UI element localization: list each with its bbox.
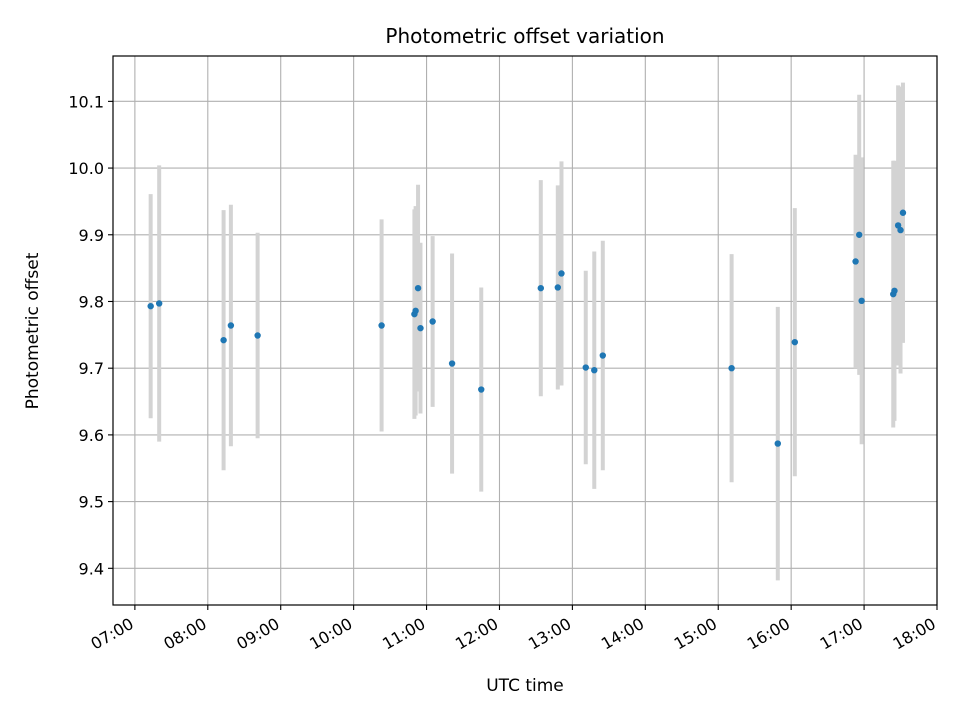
data-point — [478, 386, 485, 393]
data-points — [147, 209, 907, 447]
x-axis-title: UTC time — [486, 676, 564, 696]
y-axis-title: Photometric offset — [23, 252, 43, 409]
data-point — [582, 364, 589, 371]
data-point — [774, 440, 781, 447]
data-point — [448, 360, 456, 367]
data-point — [897, 226, 904, 234]
data-point — [378, 322, 385, 329]
data-point — [599, 352, 606, 359]
data-point — [856, 231, 863, 238]
data-point — [554, 284, 562, 291]
data-point — [147, 302, 154, 310]
y-tick-label: 9.9 — [79, 226, 104, 245]
data-point — [891, 287, 898, 295]
y-tick-label: 9.5 — [79, 493, 104, 512]
chart-title: Photometric offset variation — [385, 24, 664, 48]
data-point — [412, 307, 419, 315]
data-point — [417, 324, 424, 332]
y-tick-label: 9.7 — [79, 359, 104, 378]
data-point — [791, 338, 799, 346]
y-tick-label: 10.1 — [68, 92, 104, 111]
y-tick-label: 9.4 — [79, 559, 104, 578]
data-point — [558, 270, 565, 277]
y-axis: 9.4 9.5 9.6 9.7 9.8 9.9 10.0 10.1 — [68, 92, 113, 578]
data-point — [220, 336, 227, 344]
data-point — [852, 258, 859, 265]
data-point — [254, 332, 261, 339]
data-point — [591, 366, 598, 374]
data-point — [414, 284, 422, 292]
y-tick-label: 9.8 — [79, 292, 104, 311]
grid — [113, 56, 938, 605]
data-point — [858, 297, 865, 305]
data-point — [728, 364, 735, 372]
data-point — [227, 322, 235, 329]
y-tick-label: 10.0 — [68, 159, 104, 178]
data-point — [899, 209, 907, 216]
y-tick-label: 9.6 — [79, 426, 104, 445]
data-point — [537, 284, 544, 292]
plot-frame — [112, 55, 938, 606]
data-point — [155, 300, 163, 307]
data-point — [429, 318, 436, 325]
